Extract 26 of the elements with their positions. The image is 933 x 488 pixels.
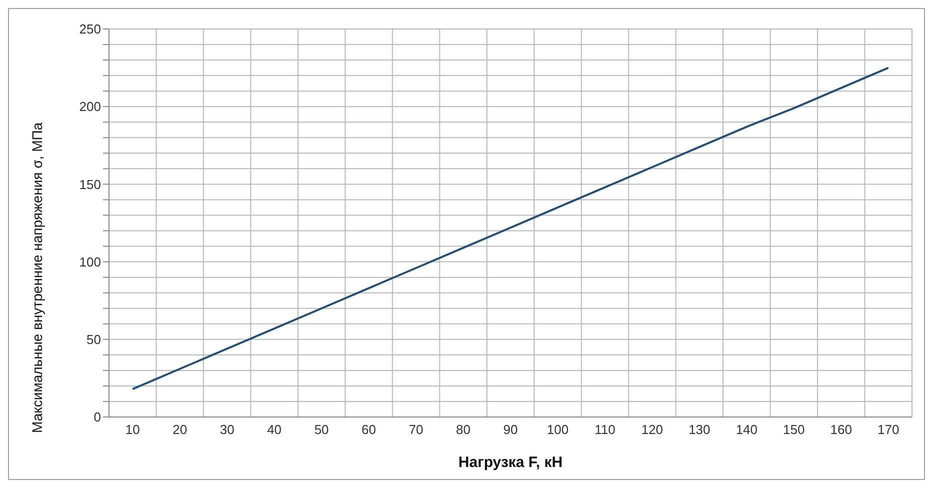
y-tick-label: 0 xyxy=(94,410,101,425)
y-tick-label: 250 xyxy=(79,22,101,37)
x-tick-label: 10 xyxy=(125,422,140,438)
x-tick-label: 120 xyxy=(641,422,664,438)
x-tick-label: 140 xyxy=(736,422,758,438)
x-tick-label: 20 xyxy=(172,422,188,438)
x-tick-label: 100 xyxy=(546,422,569,438)
x-tick-label: 160 xyxy=(830,422,852,438)
x-axis-title: Нагрузка F, кН xyxy=(458,454,563,471)
x-tick-label: 150 xyxy=(783,422,805,438)
x-tick-label: 110 xyxy=(594,422,616,438)
y-axis-title: Максимальные внутренние напряжения σ, МПа xyxy=(28,122,45,433)
x-tick-label: 60 xyxy=(362,422,376,438)
x-tick-label: 70 xyxy=(408,422,424,438)
y-tick-label: 100 xyxy=(79,254,101,270)
y-tick-label: 200 xyxy=(79,99,101,114)
x-tick-label: 130 xyxy=(688,422,710,438)
x-tick-label: 50 xyxy=(314,422,329,438)
y-tick-label: 50 xyxy=(86,332,101,348)
x-tick-label: 90 xyxy=(503,422,518,438)
line-series xyxy=(132,66,890,390)
x-tick-label: 30 xyxy=(220,422,234,438)
x-tick-label: 40 xyxy=(267,422,282,438)
y-tick-label: 150 xyxy=(79,176,101,192)
x-tick-label: 80 xyxy=(456,422,470,438)
x-tick-label: 170 xyxy=(878,422,900,438)
